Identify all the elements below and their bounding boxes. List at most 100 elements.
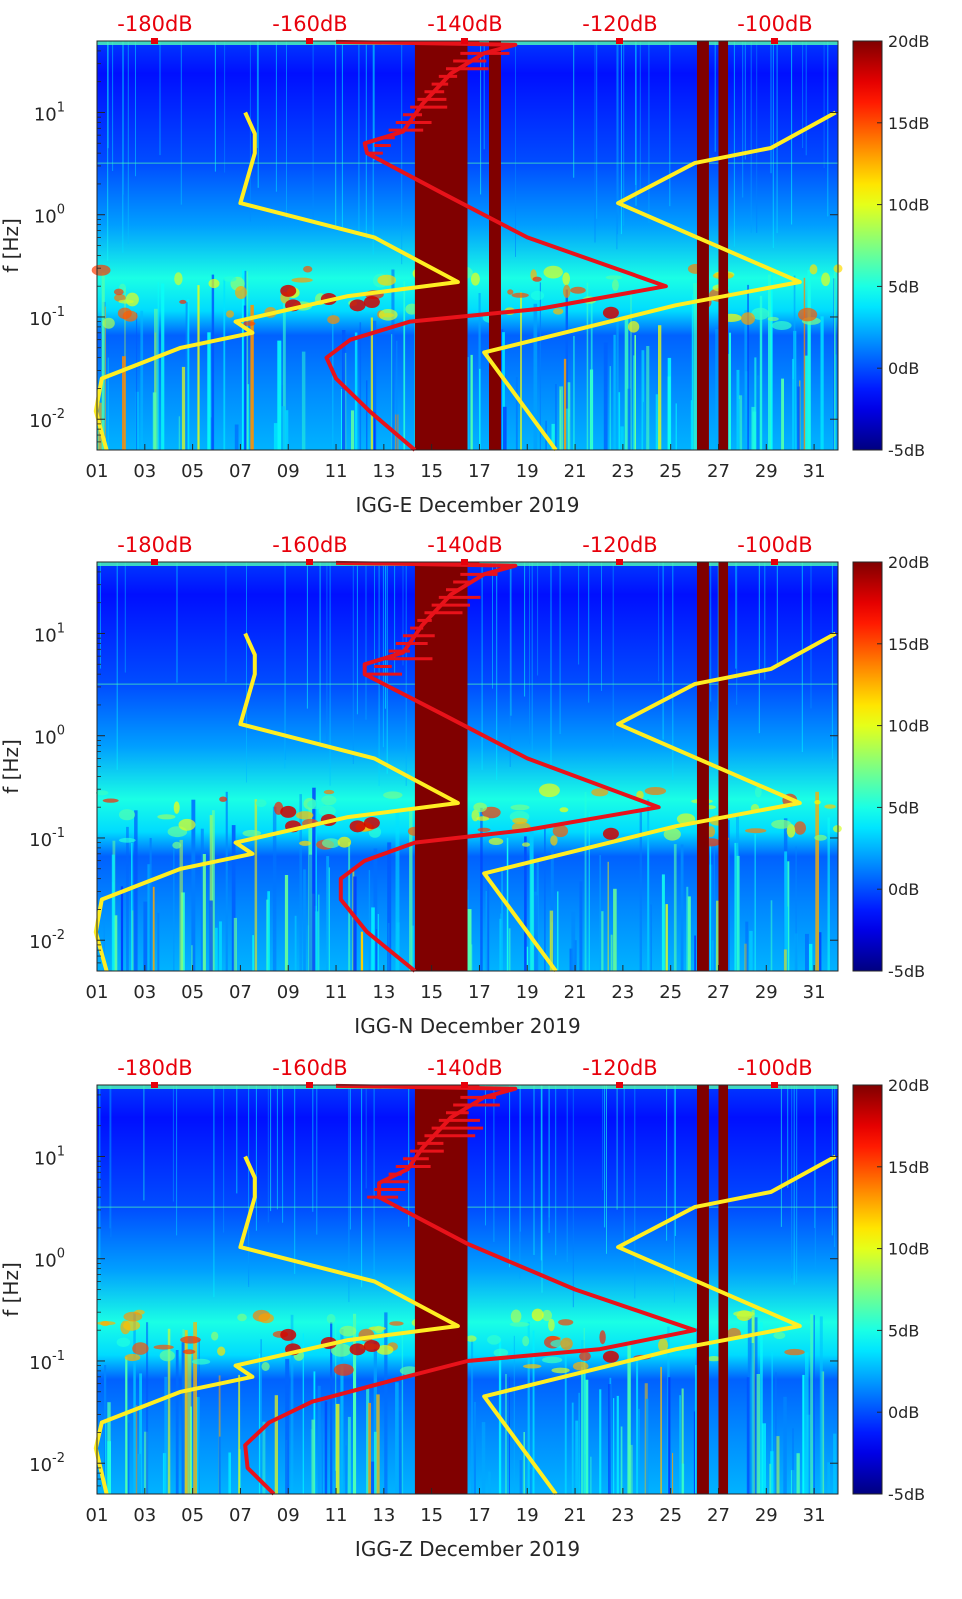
x-tick-label: 05	[181, 461, 204, 482]
top-axis-label: -160dB	[272, 1056, 347, 1080]
x-tick-label: 23	[611, 982, 634, 1003]
colorbar-tick-label: 15dB	[888, 114, 930, 133]
data-gap	[718, 1085, 729, 1494]
series-line-1	[243, 1083, 697, 1496]
colorbar-tick-label: 5dB	[888, 1321, 919, 1340]
x-tick-label: 05	[181, 982, 204, 1003]
x-tick-label: 17	[468, 982, 491, 1003]
series-line-1-spikes	[367, 561, 498, 676]
x-tick-label: 09	[277, 982, 300, 1003]
colorbar-tick-label: -5dB	[888, 1485, 925, 1504]
y-axis-label: f [Hz]	[0, 1262, 23, 1317]
colorbar-tick-label: -5dB	[888, 962, 925, 981]
colorbar-tick-label: 20dB	[888, 32, 930, 51]
x-tick-label: 01	[86, 982, 109, 1003]
x-tick-label: 11	[325, 1505, 348, 1526]
data-gap	[696, 562, 709, 971]
x-tick-label: 09	[277, 1505, 300, 1526]
colorbar-tick-label: -5dB	[888, 441, 925, 460]
top-axis-label: -160dB	[272, 12, 347, 36]
colorbar: 20dB 15dB 10dB 5dB 0dB -5dB	[852, 1076, 930, 1504]
x-tick-label: 11	[325, 982, 348, 1003]
colorbar: 20dB 15dB 10dB 5dB 0dB -5dB	[852, 553, 930, 981]
top-axis-label: -100dB	[737, 12, 812, 36]
top-axis-label: -180dB	[117, 12, 192, 36]
y-axis-label: f [Hz]	[0, 218, 23, 273]
y-tick-label: 101	[34, 621, 65, 646]
x-tick-label: 01	[86, 1505, 109, 1526]
x-tick-label: 17	[468, 461, 491, 482]
data-gap	[696, 1085, 709, 1494]
colorbar: 20dB 15dB 10dB 5dB 0dB -5dB	[852, 32, 930, 460]
x-tick-label: 25	[659, 982, 682, 1003]
x-tick-label: 29	[755, 982, 778, 1003]
x-axis-label: IGG-Z December 2019	[355, 1537, 580, 1561]
y-tick-label: 10-1	[29, 826, 65, 851]
x-tick-label: 15	[420, 1505, 443, 1526]
y-tick-label: 10-2	[29, 407, 65, 432]
x-tick-label: 27	[707, 461, 730, 482]
y-tick-label: 10-1	[29, 1349, 65, 1374]
x-tick-label: 15	[420, 982, 443, 1003]
x-tick-label: 21	[564, 1505, 587, 1526]
y-tick-label: 10-2	[29, 928, 65, 953]
x-tick-label: 13	[372, 1505, 395, 1526]
colorbar-tick-label: 20dB	[888, 553, 930, 572]
x-tick-label: 13	[372, 982, 395, 1003]
x-tick-label: 07	[229, 982, 252, 1003]
x-tick-label: 23	[611, 461, 634, 482]
x-tick-label: 09	[277, 461, 300, 482]
y-tick-label: 100	[34, 203, 65, 228]
series-line-0	[93, 1154, 837, 1496]
top-axis-label: -120dB	[582, 533, 657, 557]
x-tick-label: 07	[229, 461, 252, 482]
x-tick-label: 07	[229, 1505, 252, 1526]
x-tick-label: 19	[516, 1505, 539, 1526]
data-gap	[414, 1085, 468, 1494]
top-axis-label: -140dB	[427, 533, 502, 557]
x-tick-label: 29	[755, 1505, 778, 1526]
top-axis-label: -100dB	[737, 533, 812, 557]
y-tick-label: 10-1	[29, 305, 65, 330]
x-tick-label: 03	[133, 1505, 156, 1526]
series-line-0	[93, 110, 837, 452]
x-tick-label: 19	[516, 461, 539, 482]
top-axis-label: -180dB	[117, 1056, 192, 1080]
spectrogram-texture	[96, 562, 842, 971]
x-tick-label: 03	[133, 982, 156, 1003]
panel-E: 01 03 05 07 09 11 13 15 17 19 21 23 25 27 29 31 IGG-E De…	[0, 12, 930, 517]
panel-N: 01 03 05 07 09 11 13 15 17 19 21 23 25 27 29 31 IGG-N De…	[0, 533, 930, 1038]
colorbar-tick-label: 15dB	[888, 1158, 930, 1177]
y-tick-label: 10-2	[29, 1451, 65, 1476]
colorbar-tick-label: 20dB	[888, 1076, 930, 1095]
x-tick-label: 31	[803, 1505, 826, 1526]
x-tick-label: 27	[707, 982, 730, 1003]
x-tick-label: 17	[468, 1505, 491, 1526]
y-tick-label: 100	[34, 1247, 65, 1272]
colorbar-tick-label: 15dB	[888, 635, 930, 654]
top-axis-label: -100dB	[737, 1056, 812, 1080]
data-gap	[696, 41, 709, 450]
x-tick-label: 31	[803, 982, 826, 1003]
colorbar-tick-label: 10dB	[888, 717, 930, 736]
x-axis-label: IGG-N December 2019	[354, 1014, 580, 1038]
y-tick-label: 101	[34, 100, 65, 125]
x-tick-label: 15	[420, 461, 443, 482]
top-axis-label: -180dB	[117, 533, 192, 557]
colorbar-tick-label: 5dB	[888, 798, 919, 817]
y-tick-label: 100	[34, 724, 65, 749]
y-tick-label: 101	[34, 1144, 65, 1169]
x-tick-label: 19	[516, 982, 539, 1003]
x-tick-label: 21	[564, 982, 587, 1003]
x-tick-label: 01	[86, 461, 109, 482]
x-tick-label: 25	[659, 461, 682, 482]
colorbar-tick-label: 10dB	[888, 1240, 930, 1259]
series-line-0	[93, 631, 837, 973]
colorbar-tick-label: 0dB	[888, 1403, 919, 1422]
x-axis-label: IGG-E December 2019	[355, 493, 579, 517]
panel-Z: 01 03 05 07 09 11 13 15 17 19 21 23 25 27 29 31 IGG-Z De…	[0, 1056, 930, 1561]
x-tick-label: 21	[564, 461, 587, 482]
x-tick-label: 27	[707, 1505, 730, 1526]
colorbar-tick-label: 10dB	[888, 196, 930, 215]
